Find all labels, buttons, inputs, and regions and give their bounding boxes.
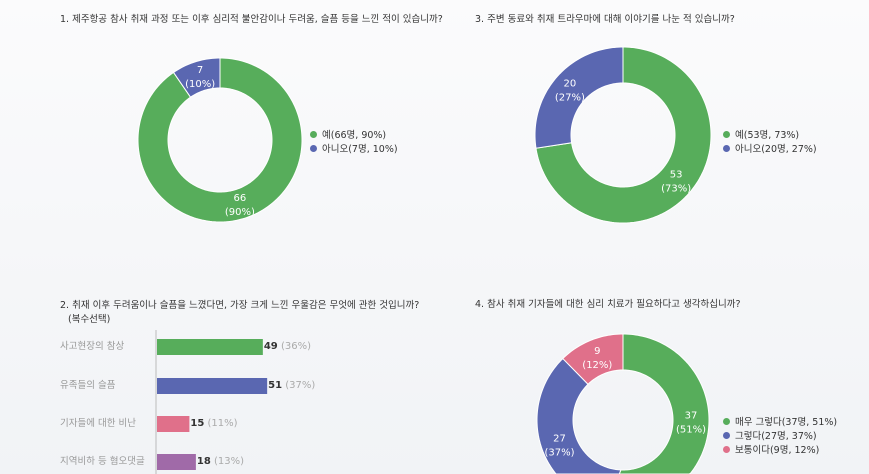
bar-1: [157, 378, 268, 394]
chart4-title: 4. 참사 취재 기자들에 대한 심리 치료가 필요하다고 생각하십니까?: [475, 299, 741, 310]
bar-category-label: 지역비하 등 혐오댓글: [60, 456, 145, 467]
chart1-slice-value-0: 53: [670, 170, 683, 181]
bar-2: [157, 416, 190, 432]
legend-label: 예(66명, 90%): [322, 130, 387, 141]
legend-dot-icon: [310, 130, 317, 138]
legend-item: 예(66명, 90%): [310, 127, 398, 141]
chart3-title: 3. 주변 동료와 취재 트라우마에 대해 이야기를 나눈 적 있습니까?: [475, 14, 735, 25]
legend-item: 예(53명, 73%): [723, 127, 817, 141]
legend-label: 매우 그렇다(37명, 51%): [735, 417, 838, 428]
legend-dot-icon: [723, 144, 730, 152]
legend-item: 보통이다(9명, 12%): [723, 442, 837, 456]
bar-pct: (13%): [213, 456, 245, 467]
chart1-slice-pct-0: (73%): [661, 184, 691, 195]
legend-dot-icon: [723, 417, 730, 425]
legend-dot-icon: [723, 130, 730, 138]
legend-item: 그렇다(27명, 37%): [723, 428, 837, 442]
chart3-slice-pct-1: (37%): [544, 447, 574, 458]
chart1-slice-pct-1: (27%): [555, 92, 585, 103]
bar-value: 15: [190, 418, 205, 429]
chart3-slice-value-1: 27: [553, 433, 566, 444]
chart0-slice-value-1: 7: [197, 65, 203, 76]
bar-value: 18: [196, 456, 211, 467]
chart3-slice-pct-0: (51%): [676, 424, 706, 435]
legend-label: 예(53명, 73%): [735, 130, 800, 141]
chart1-slice-value-1: 20: [564, 78, 577, 89]
legend-label: 아니오(7명, 10%): [322, 144, 398, 155]
bar-category-label: 유족들의 슬픔: [60, 380, 116, 391]
chart2-subtitle: (복수선택): [68, 314, 111, 325]
bar-value: 49: [263, 341, 278, 352]
bar-value-label: 15 (11%): [190, 418, 237, 430]
bar-category-label: 기자들에 대한 비난: [60, 418, 136, 429]
legend-dot-icon: [723, 445, 730, 453]
chart1-title: 1. 제주항공 참사 취재 과정 또는 이후 심리적 불안감이나 두려움, 슬픔…: [60, 14, 443, 25]
chart1-slice-1: [534, 46, 624, 149]
legend-dot-icon: [310, 144, 317, 152]
bar-category-label: 사고현장의 참상: [60, 341, 125, 352]
bar-pct: (11%): [207, 418, 238, 429]
chart3-slice-2: [562, 333, 624, 385]
chart3-legend: 매우 그렇다(37명, 51%) 그렇다(27명, 37%) 보통이다(9명, 12…: [723, 414, 837, 456]
bar-value-label: 51 (37%): [268, 380, 315, 392]
chart0-slice-pct-1: (10%): [185, 79, 215, 90]
legend-dot-icon: [723, 431, 730, 439]
bar-value-label: 18 (13%): [197, 456, 244, 468]
chart3-slice-0: [618, 333, 710, 474]
bar-0: [157, 339, 263, 355]
legend-label: 보통이다(9명, 12%): [735, 445, 820, 456]
chart3-slice-value-0: 37: [685, 410, 698, 421]
legend-label: 아니오(20명, 27%): [735, 144, 817, 155]
chart3-slice-value-2: 9: [594, 346, 600, 357]
bar-pct: (36%): [280, 341, 311, 352]
chart2-title: 2. 취재 이후 두려움이나 슬픔을 느꼈다면, 가장 크게 느낀 우울감은 무…: [60, 300, 420, 311]
bar-3: [157, 454, 196, 470]
bar-value-label: 49 (36%): [264, 341, 311, 353]
chart0-slice-pct-0: (90%): [225, 207, 255, 218]
legend-label: 그렇다(27명, 37%): [735, 431, 817, 442]
bar-pct: (37%): [285, 380, 316, 391]
chart0-legend: 예(66명, 90%) 아니오(7명, 10%): [310, 127, 398, 155]
legend-item: 아니오(20명, 27%): [723, 141, 817, 155]
legend-item: 매우 그렇다(37명, 51%): [723, 414, 837, 428]
chart0-slice-1: [172, 57, 221, 98]
legend-item: 아니오(7명, 10%): [310, 141, 398, 155]
chart3-slice-pct-2: (12%): [582, 360, 612, 371]
bar-value: 51: [268, 380, 283, 391]
chart1-legend: 예(53명, 73%) 아니오(20명, 27%): [723, 127, 817, 155]
chart0-slice-value-0: 66: [234, 193, 247, 204]
